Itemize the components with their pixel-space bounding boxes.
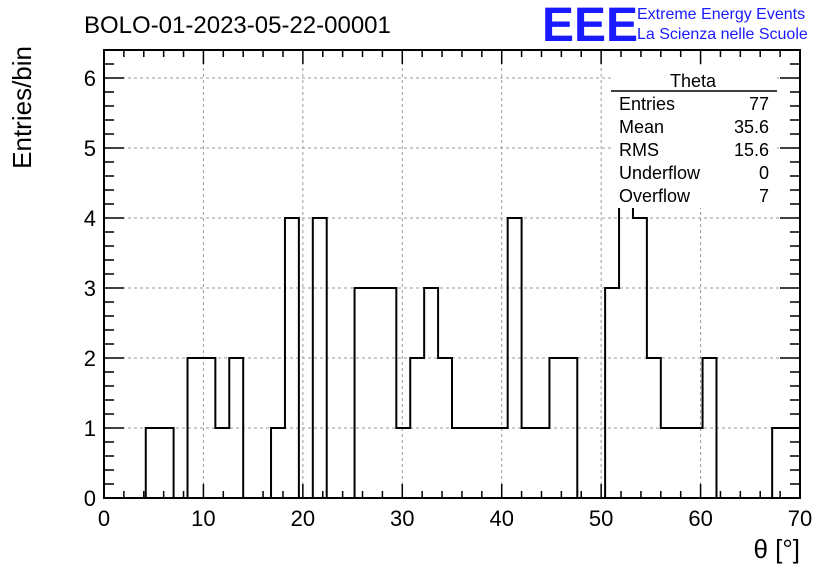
stats-value: 35.6 bbox=[734, 117, 769, 137]
logo-mark: EEE bbox=[542, 0, 638, 52]
x-tick-label: 20 bbox=[291, 506, 315, 531]
x-tick-label: 70 bbox=[788, 506, 812, 531]
y-tick-labels: 0 1 2 3 4 5 6 bbox=[84, 66, 96, 511]
logo-line-1: Extreme Energy Events bbox=[637, 6, 805, 23]
stats-label: Mean bbox=[619, 117, 664, 137]
x-tick-labels: 0 10 20 30 40 50 60 70 bbox=[98, 506, 812, 531]
x-tick-label: 50 bbox=[589, 506, 613, 531]
axis-ticks bbox=[103, 49, 801, 499]
stats-value: 15.6 bbox=[734, 140, 769, 160]
stats-box-title: Theta bbox=[670, 71, 717, 91]
stats-label: Entries bbox=[619, 94, 675, 114]
chart-title: BOLO-01-2023-05-22-00001 bbox=[84, 12, 391, 39]
logo-line-2: La Scienza nelle Scuole bbox=[637, 26, 808, 43]
stats-label: Overflow bbox=[619, 186, 691, 206]
stats-label: Underflow bbox=[619, 163, 701, 183]
y-tick-label: 6 bbox=[84, 66, 96, 91]
x-tick-label: 10 bbox=[191, 506, 215, 531]
histogram-outline bbox=[104, 77, 801, 499]
y-tick-label: 0 bbox=[84, 486, 96, 511]
eee-logo: EEE Extreme Energy Events La Scienza nel… bbox=[542, 0, 808, 52]
x-tick-label: 0 bbox=[98, 506, 110, 531]
y-tick-label: 5 bbox=[84, 136, 96, 161]
x-tick-label: 40 bbox=[489, 506, 513, 531]
stats-value: 0 bbox=[759, 163, 769, 183]
x-axis-label: θ [°] bbox=[753, 534, 800, 564]
x-tick-label: 60 bbox=[688, 506, 712, 531]
y-tick-label: 3 bbox=[84, 276, 96, 301]
stats-label: RMS bbox=[619, 140, 659, 160]
stats-box: Theta Entries 77 Mean 35.6 RMS 15.6 Underflow 0… bbox=[611, 68, 777, 208]
y-axis-label: Entries/bin bbox=[7, 46, 37, 169]
stats-value: 7 bbox=[759, 186, 769, 206]
y-tick-label: 1 bbox=[84, 416, 96, 441]
stats-rows: Entries 77 Mean 35.6 RMS 15.6 Underflow 0 Overfl… bbox=[619, 94, 769, 206]
y-tick-label: 4 bbox=[84, 206, 96, 231]
x-tick-label: 30 bbox=[390, 506, 414, 531]
y-tick-label: 2 bbox=[84, 346, 96, 371]
stats-value: 77 bbox=[749, 94, 769, 114]
